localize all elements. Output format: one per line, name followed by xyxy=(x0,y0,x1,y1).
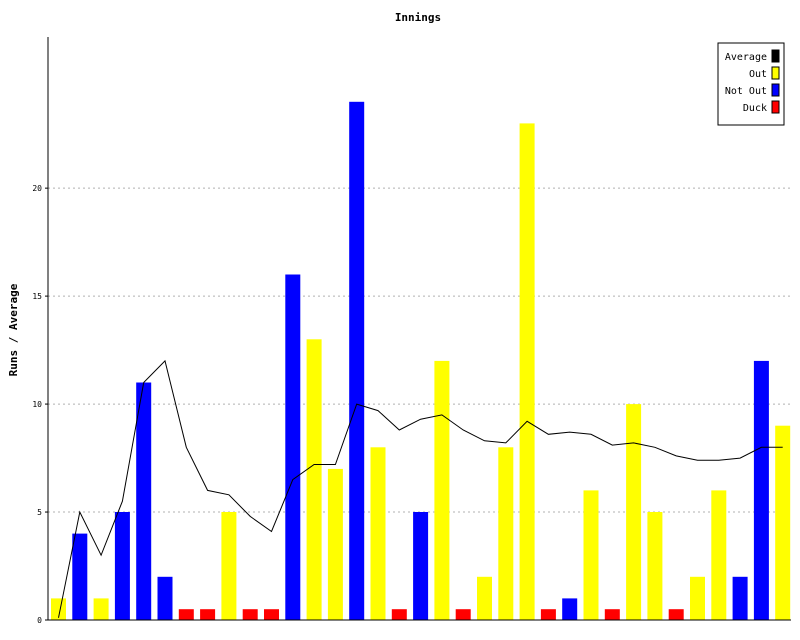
bar-out xyxy=(775,425,791,620)
average-line xyxy=(58,359,783,618)
bar-out xyxy=(434,360,450,620)
legend: Average Out Not Out Duck xyxy=(717,42,785,126)
axes: 0 5 10 15 20 xyxy=(32,37,791,625)
bar-duck xyxy=(200,609,216,620)
bar-not-out xyxy=(136,382,152,620)
bar-not-out xyxy=(349,101,365,621)
bar-out xyxy=(690,576,705,620)
bar-duck xyxy=(668,609,684,620)
bar-duck xyxy=(264,609,279,620)
bar-out xyxy=(477,576,492,620)
bar-not-out xyxy=(753,360,769,620)
bar-out xyxy=(327,468,343,620)
bar-duck xyxy=(242,609,258,620)
legend-label: Out xyxy=(749,69,767,80)
bar-out xyxy=(306,339,322,620)
bar-out xyxy=(647,512,663,620)
bars xyxy=(51,101,791,621)
legend-label: Duck xyxy=(743,103,767,114)
legend-label: Not Out xyxy=(725,86,767,97)
legend-swatch xyxy=(771,100,780,114)
bar-not-out xyxy=(72,533,88,620)
bar-not-out xyxy=(157,576,173,620)
legend-swatch xyxy=(771,66,780,80)
y-tick-label: 0 xyxy=(37,616,42,625)
average-line-layer xyxy=(58,359,783,618)
legend-swatch xyxy=(771,83,780,97)
bar-not-out xyxy=(285,274,301,620)
bar-duck xyxy=(391,609,407,620)
chart-title: Innings xyxy=(395,11,441,24)
bar-not-out xyxy=(114,512,130,620)
grid-lines xyxy=(48,187,791,513)
bar-out xyxy=(626,404,642,620)
bar-not-out xyxy=(562,598,578,620)
bar-not-out xyxy=(413,512,429,620)
bar-out xyxy=(370,447,386,620)
y-tick-label: 10 xyxy=(32,400,42,409)
bar-out xyxy=(583,490,599,620)
y-tick-label: 20 xyxy=(32,184,42,193)
y-tick-label: 5 xyxy=(37,508,42,517)
bar-out xyxy=(519,123,535,621)
bar-duck xyxy=(540,609,556,620)
bar-not-out xyxy=(732,576,748,620)
legend-swatch xyxy=(771,49,780,63)
bar-duck xyxy=(178,609,194,620)
bar-out xyxy=(93,598,109,620)
bar-duck xyxy=(455,609,471,620)
bar-out xyxy=(51,598,66,620)
bar-out xyxy=(221,512,237,620)
y-tick-label: 15 xyxy=(32,292,42,301)
bar-out xyxy=(498,447,514,620)
y-axis-label: Runs / Average xyxy=(7,283,20,376)
legend-label: Average xyxy=(725,52,767,63)
bar-out xyxy=(711,490,727,620)
bar-duck xyxy=(604,609,620,620)
